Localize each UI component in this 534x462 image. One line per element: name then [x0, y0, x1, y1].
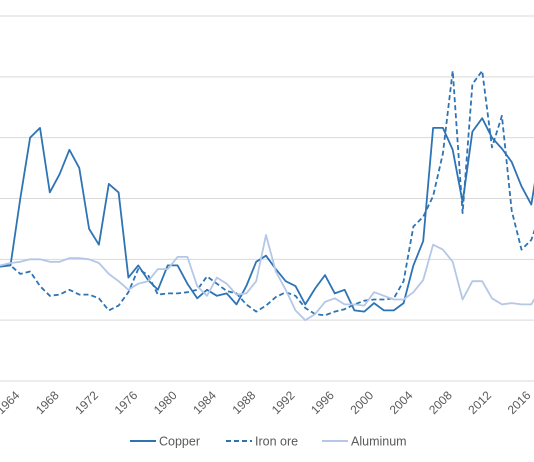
x-axis-tick-labels: 1964 1968 1972 1976 1980 1984 1988 1992 1996 2000… — [0, 388, 534, 417]
x-tick-label: 2004 — [387, 388, 416, 417]
x-tick-label: 1988 — [230, 388, 259, 417]
series-line-aluminum — [0, 234, 534, 322]
series-line-iron-ore — [0, 69, 534, 317]
legend: Copper Iron ore Aluminum — [130, 435, 407, 449]
x-tick-label: 1976 — [112, 388, 141, 417]
x-tick-label: 1984 — [190, 388, 219, 417]
legend-label: Iron ore — [255, 435, 298, 449]
series-lines — [0, 69, 534, 322]
x-tick-label: 1992 — [269, 388, 298, 417]
x-tick-label: 2008 — [426, 388, 455, 417]
legend-label: Aluminum — [351, 435, 407, 449]
x-tick-label: 2016 — [505, 388, 534, 417]
x-tick-label: 2012 — [465, 388, 494, 417]
gridlines — [0, 15, 534, 382]
x-tick-label: 1996 — [308, 388, 337, 417]
legend-label: Copper — [159, 435, 200, 449]
x-tick-label: 1964 — [0, 388, 23, 417]
series-line-copper — [0, 117, 534, 313]
x-tick-label: 2000 — [347, 388, 376, 417]
x-tick-label: 1980 — [151, 388, 180, 417]
x-tick-label: 1972 — [72, 388, 101, 417]
x-tick-label: 1968 — [33, 388, 62, 417]
